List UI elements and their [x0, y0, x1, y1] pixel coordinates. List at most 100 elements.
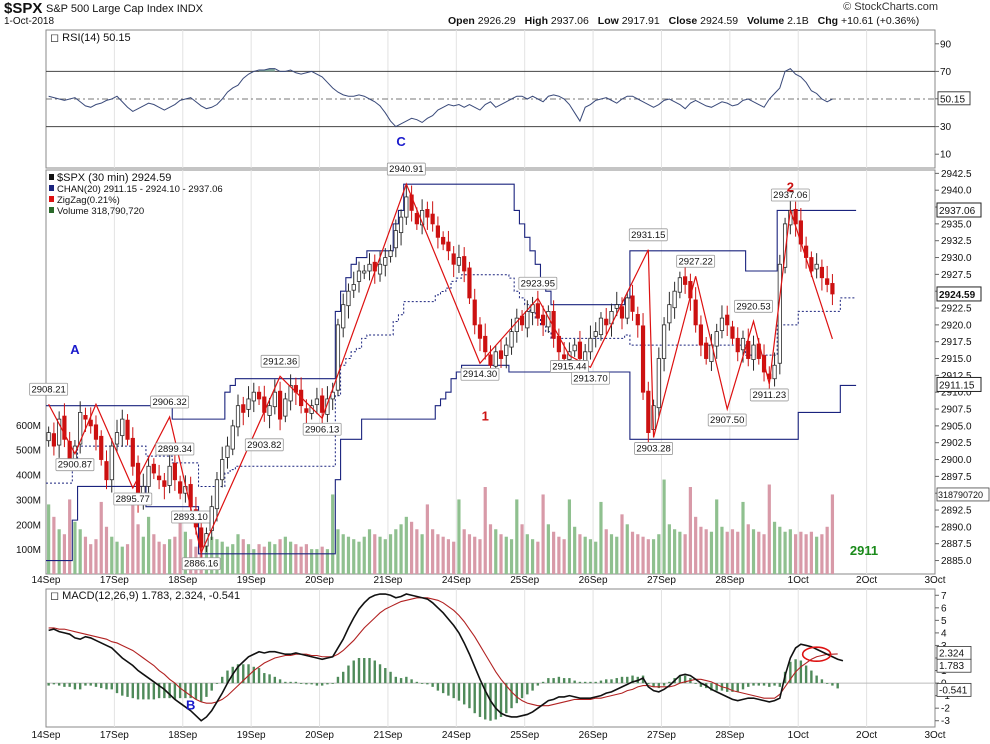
candle-body — [167, 465, 172, 486]
macd-histogram-bar — [678, 675, 682, 684]
candle-body — [404, 196, 409, 218]
zigzag-line — [48, 182, 833, 555]
price-point-label-box — [244, 438, 284, 452]
candle-body — [78, 411, 83, 445]
volume-bar — [641, 536, 645, 574]
price-point-label: 2914.30 — [463, 369, 497, 380]
volume-bar — [662, 479, 666, 574]
macd-histogram-bar — [221, 676, 224, 684]
candle-body — [114, 432, 120, 445]
macd-histogram-bar — [831, 683, 834, 686]
candle-body — [772, 364, 777, 380]
volume-bar — [310, 549, 314, 574]
x-axis-label-price: 27Sep — [647, 575, 676, 586]
price-tick-label: 2935.0 — [941, 219, 972, 230]
macd-tag-hist: -0.541 — [939, 685, 968, 696]
volume-bar — [772, 521, 777, 574]
candle-body — [725, 314, 730, 326]
macd-histogram-bar — [115, 683, 119, 694]
volume-bar — [378, 536, 382, 574]
macd-histogram-bar — [468, 683, 471, 709]
volume-bar — [431, 529, 435, 574]
volume-bar — [552, 531, 556, 574]
x-axis-label-price: 17Sep — [100, 575, 129, 586]
volume-bar — [141, 536, 145, 574]
volume-bar — [178, 511, 182, 574]
price-tick-label: 2920.0 — [941, 320, 972, 331]
macd-histogram-bar — [168, 683, 171, 699]
chg-label: Chg — [817, 15, 839, 27]
x-axis-label-macd: 28Sep — [715, 730, 744, 741]
price-point-label-box — [634, 442, 673, 455]
close-label: Close — [668, 15, 698, 27]
volume-bar — [320, 546, 324, 574]
candle-body — [341, 304, 346, 329]
macd-histogram-bar — [647, 683, 650, 685]
volume-bar — [578, 534, 582, 574]
volume-bar — [110, 536, 114, 574]
volume-bar — [168, 539, 172, 574]
volume-bar — [651, 539, 656, 574]
price-tick-label: 2912.5 — [941, 371, 972, 382]
candle-body — [477, 324, 483, 339]
macd-histogram-bar — [499, 683, 503, 717]
candle-body — [562, 354, 567, 359]
volume-bar — [620, 514, 624, 574]
chart-date: 1-Oct-2018 — [4, 16, 55, 27]
price-tag-last-box — [936, 286, 982, 302]
volume-bar — [388, 534, 393, 574]
volume-bar — [615, 536, 619, 574]
volume-bar — [57, 529, 61, 574]
volume-bar — [152, 534, 156, 574]
candle-body — [830, 283, 835, 295]
price-point-label-box — [550, 360, 589, 373]
candle-body — [393, 230, 398, 249]
price-point-label-box — [749, 388, 789, 402]
volume-bar — [367, 529, 372, 574]
volume-bar — [736, 531, 740, 574]
volume-bar — [751, 529, 756, 574]
x-axis-label-price: 19Sep — [237, 575, 266, 586]
macd-histogram-bar — [789, 661, 792, 684]
candle-body — [746, 340, 751, 359]
candle-body — [130, 437, 135, 467]
macd-histogram-bar — [100, 683, 103, 689]
volume-bar — [352, 539, 356, 574]
volume-bar — [146, 516, 151, 574]
macd-histogram-bar — [347, 665, 350, 684]
volume-bar — [183, 531, 187, 574]
volume-label: Volume — [747, 15, 785, 27]
volume-tick-label: 400M — [16, 471, 41, 482]
macd-histogram-bar — [320, 683, 324, 686]
macd-histogram-bar — [352, 660, 355, 684]
candle-body — [430, 213, 435, 225]
macd-tick-label: -3 — [941, 716, 950, 727]
candle-body — [104, 461, 109, 481]
macd-histogram-bar — [252, 666, 255, 684]
volume-bar — [441, 536, 445, 574]
x-axis-label-macd: 27Sep — [647, 730, 676, 741]
volume-bar — [394, 529, 398, 574]
x-axis-label-macd: 26Sep — [579, 730, 608, 741]
macd-histogram-bar — [189, 683, 192, 699]
candle-body — [735, 337, 740, 353]
macd-histogram-bar — [820, 679, 824, 684]
volume-bar — [494, 529, 498, 574]
volume-bar — [599, 501, 603, 574]
candle-body — [514, 317, 519, 332]
volume-bar — [383, 539, 387, 574]
candle-body — [62, 415, 67, 440]
macd-histogram-bar — [315, 683, 319, 686]
price-point-label-box — [518, 276, 558, 290]
candle-body — [714, 331, 719, 347]
candle-body — [730, 326, 735, 339]
price-tick-label: 2885.0 — [941, 556, 972, 567]
candle-body — [693, 299, 698, 326]
price-point-label: 2899.34 — [158, 444, 192, 455]
macd-histogram-bar — [278, 679, 282, 684]
chg-value: +10.61 (+0.36%) — [840, 15, 920, 27]
copyright-link[interactable]: © StockCharts.com — [843, 1, 938, 13]
candle-body — [425, 208, 430, 218]
candle-body — [388, 250, 393, 257]
price-tick-label: 2922.5 — [941, 304, 972, 315]
